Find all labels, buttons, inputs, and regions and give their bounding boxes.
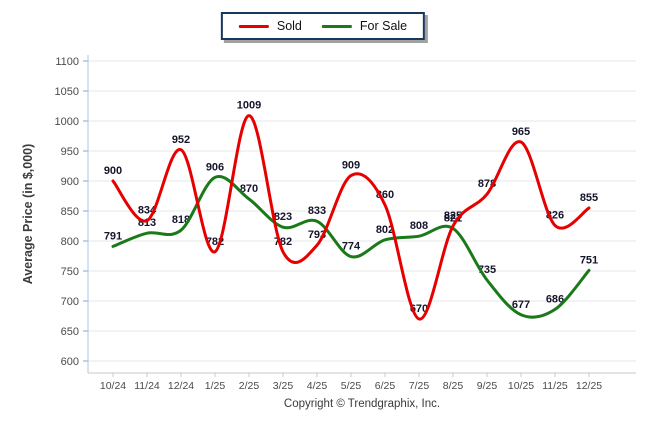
y-tick-label: 750 — [61, 266, 79, 278]
data-label-for-sale: 833 — [308, 205, 326, 217]
legend-label-sold: Sold — [276, 19, 302, 33]
data-label-for-sale: 808 — [410, 220, 428, 232]
y-tick-label: 1050 — [55, 86, 79, 98]
data-label-for-sale: 823 — [274, 211, 292, 223]
data-label-for-sale: 870 — [240, 183, 258, 195]
x-tick-label: 5/25 — [341, 380, 362, 392]
x-tick-label: 11/24 — [134, 380, 160, 392]
y-tick-label: 650 — [61, 326, 79, 338]
x-tick-label: 7/25 — [409, 380, 430, 392]
x-tick-label: 10/25 — [508, 380, 534, 392]
y-tick-label: 700 — [61, 296, 79, 308]
data-label-for-sale: 677 — [512, 299, 530, 311]
data-label-sold: 855 — [580, 192, 598, 204]
y-tick-label: 800 — [61, 236, 79, 248]
data-label-for-sale: 791 — [104, 230, 122, 242]
y-tick-label: 1100 — [55, 56, 79, 68]
copyright-text: Copyright © Trendgraphix, Inc. — [283, 398, 441, 410]
x-tick-label: 3/25 — [273, 380, 294, 392]
legend-item-sold: Sold — [238, 19, 302, 33]
for-sale-line-swatch — [321, 24, 352, 28]
x-tick-label: 12/25 — [576, 380, 602, 392]
x-tick-label: 1/25 — [205, 380, 226, 392]
data-label-sold: 952 — [172, 134, 190, 146]
legend-item-for-sale: For Sale — [321, 19, 408, 33]
sold-line — [111, 114, 591, 321]
x-tick-label: 8/25 — [443, 380, 464, 392]
x-tick-label: 11/25 — [542, 380, 568, 392]
y-tick-label: 900 — [61, 176, 79, 188]
y-tick-label: 950 — [61, 146, 79, 158]
y-axis-title: Average Price (in $,000) — [21, 144, 35, 285]
data-label-sold: 782 — [274, 236, 292, 248]
data-label-sold: 900 — [104, 165, 122, 177]
data-label-sold: 1009 — [237, 100, 261, 112]
data-label-for-sale: 686 — [546, 293, 564, 305]
x-tick-label: 12/24 — [168, 380, 194, 392]
for-sale-line — [111, 175, 591, 319]
data-label-sold: 909 — [342, 160, 360, 172]
x-tick-label: 2/25 — [239, 380, 260, 392]
y-tick-label: 1000 — [55, 116, 79, 128]
data-label-for-sale: 821 — [444, 212, 462, 224]
data-label-for-sale: 774 — [342, 241, 361, 253]
data-label-for-sale: 751 — [580, 254, 598, 266]
legend-label-for-sale: For Sale — [359, 19, 408, 33]
legend: Sold For Sale — [220, 12, 426, 40]
data-label-sold: 965 — [512, 126, 530, 138]
x-tick-label: 4/25 — [307, 380, 328, 392]
y-tick-label: 850 — [61, 206, 79, 218]
x-tick-label: 10/24 — [100, 380, 126, 392]
sold-line-swatch — [238, 24, 269, 28]
x-tick-label: 9/25 — [477, 380, 498, 392]
y-tick-label: 600 — [61, 356, 79, 368]
data-label-for-sale: 802 — [376, 224, 394, 236]
x-tick-label: 6/25 — [375, 380, 396, 392]
data-label-for-sale: 906 — [206, 161, 224, 173]
